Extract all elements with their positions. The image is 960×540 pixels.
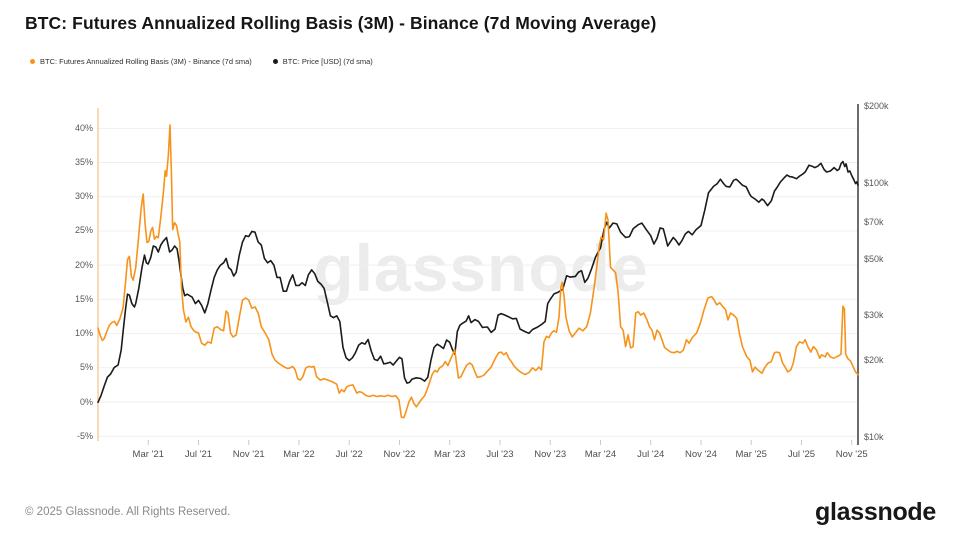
price-series-dot-icon <box>272 59 278 64</box>
legend: BTC: Futures Annualized Rolling Basis (3… <box>30 57 373 66</box>
legend-item-basis[interactable]: BTC: Futures Annualized Rolling Basis (3… <box>30 57 252 66</box>
legend-item-price[interactable]: BTC: Price [USD] (7d sma) <box>272 57 373 66</box>
price-series-line <box>97 160 859 404</box>
page-title: BTC: Futures Annualized Rolling Basis (3… <box>25 13 657 33</box>
copyright-text: © 2025 Glassnode. All Rights Reserved. <box>25 506 231 518</box>
basis-series-dot-icon <box>30 59 35 64</box>
legend-label-basis: BTC: Futures Annualized Rolling Basis (3… <box>40 57 252 66</box>
legend-label-price: BTC: Price [USD] (7d sma) <box>282 57 373 66</box>
basis-series-line <box>97 124 859 419</box>
glassnode-logo: glassnode <box>815 498 936 526</box>
